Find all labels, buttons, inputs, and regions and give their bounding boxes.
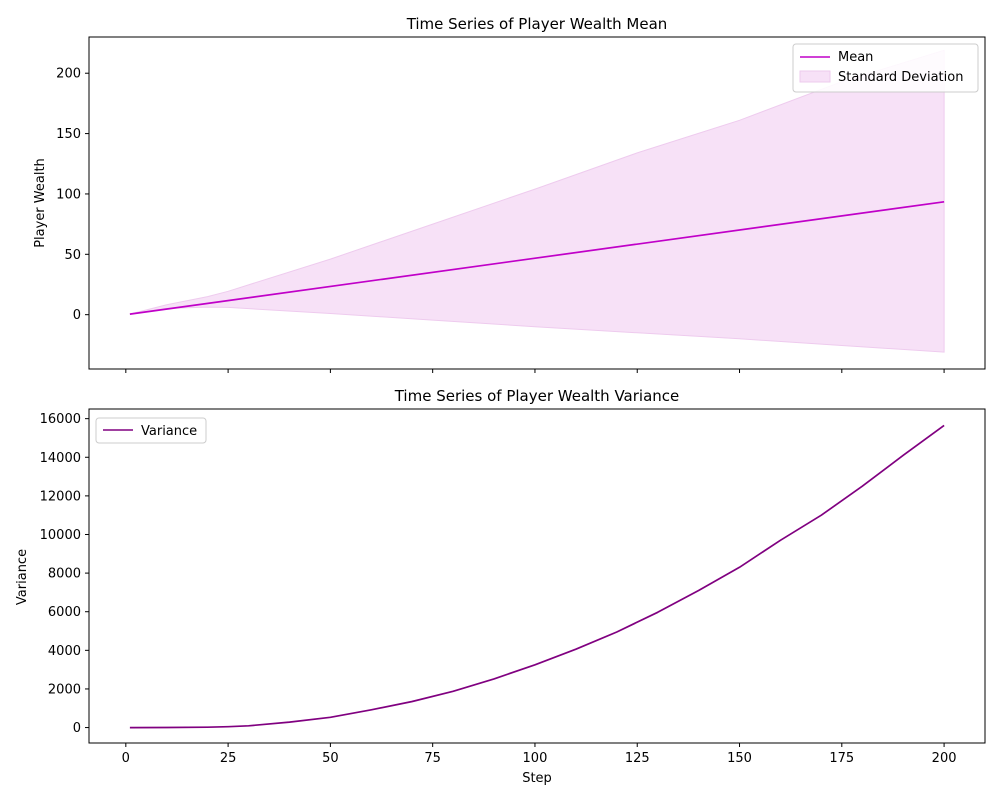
x-tick-label: 175: [829, 751, 854, 766]
mean-axes-frame: [88, 36, 986, 370]
x-tick-label: 100: [523, 751, 548, 766]
legend-std-label: Standard Deviation: [838, 70, 963, 85]
x-tick-label: 125: [625, 751, 650, 766]
x-tick-label: 0: [122, 751, 130, 766]
variance-legend-box: [95, 417, 207, 444]
y-tick-label: 0: [73, 308, 81, 323]
x-tick-label: 150: [727, 751, 752, 766]
y-tick-label: 10000: [40, 528, 81, 543]
legend-mean-label: Mean: [838, 50, 873, 65]
x-tick-label: 50: [322, 751, 339, 766]
series-line-variance: [129, 424, 945, 729]
std-band: [129, 49, 945, 353]
mean-chart: Time Series of Player Wealth Mean Player…: [33, 15, 986, 373]
variance-chart-title: Time Series of Player Wealth Variance: [394, 387, 680, 405]
variance-plot-area: 0 25 50 75 100 125 150 175 200020004000600080001…: [40, 412, 957, 766]
mean-legend-box: [792, 43, 979, 93]
x-tick-label: 25: [220, 751, 237, 766]
y-tick-label: 200: [56, 67, 81, 82]
x-tick-label: 200: [932, 751, 957, 766]
y-tick-label: 100: [56, 187, 81, 202]
variance-legend: Variance: [95, 417, 207, 444]
mean-legend: Mean Standard Deviation: [792, 43, 979, 93]
mean-chart-title: Time Series of Player Wealth Mean: [406, 15, 668, 33]
y-tick-label: 12000: [40, 489, 81, 504]
y-tick-label: 16000: [40, 412, 81, 427]
y-tick-label: 0: [73, 721, 81, 736]
y-tick-label: 2000: [48, 682, 81, 697]
mean-chart-ylabel: Player Wealth: [33, 158, 48, 248]
variance-chart-xlabel: Step: [522, 771, 552, 786]
variance-chart-ylabel: Variance: [15, 549, 30, 605]
legend-variance-label: Variance: [141, 424, 197, 439]
legend-std-swatch: [799, 70, 831, 83]
series-line-mean: [129, 200, 945, 315]
y-tick-label: 8000: [48, 567, 81, 582]
y-tick-label: 150: [56, 127, 81, 142]
y-tick-label: 14000: [40, 451, 81, 466]
variance-chart: Time Series of Player Wealth Variance St…: [15, 387, 986, 786]
mean-plot-area: 0 50 100 150 200: [56, 49, 945, 373]
y-tick-label: 4000: [48, 644, 81, 659]
y-tick-label: 50: [64, 248, 81, 263]
variance-axes-frame: [88, 408, 986, 744]
y-tick-label: 6000: [48, 605, 81, 620]
x-tick-label: 75: [424, 751, 441, 766]
